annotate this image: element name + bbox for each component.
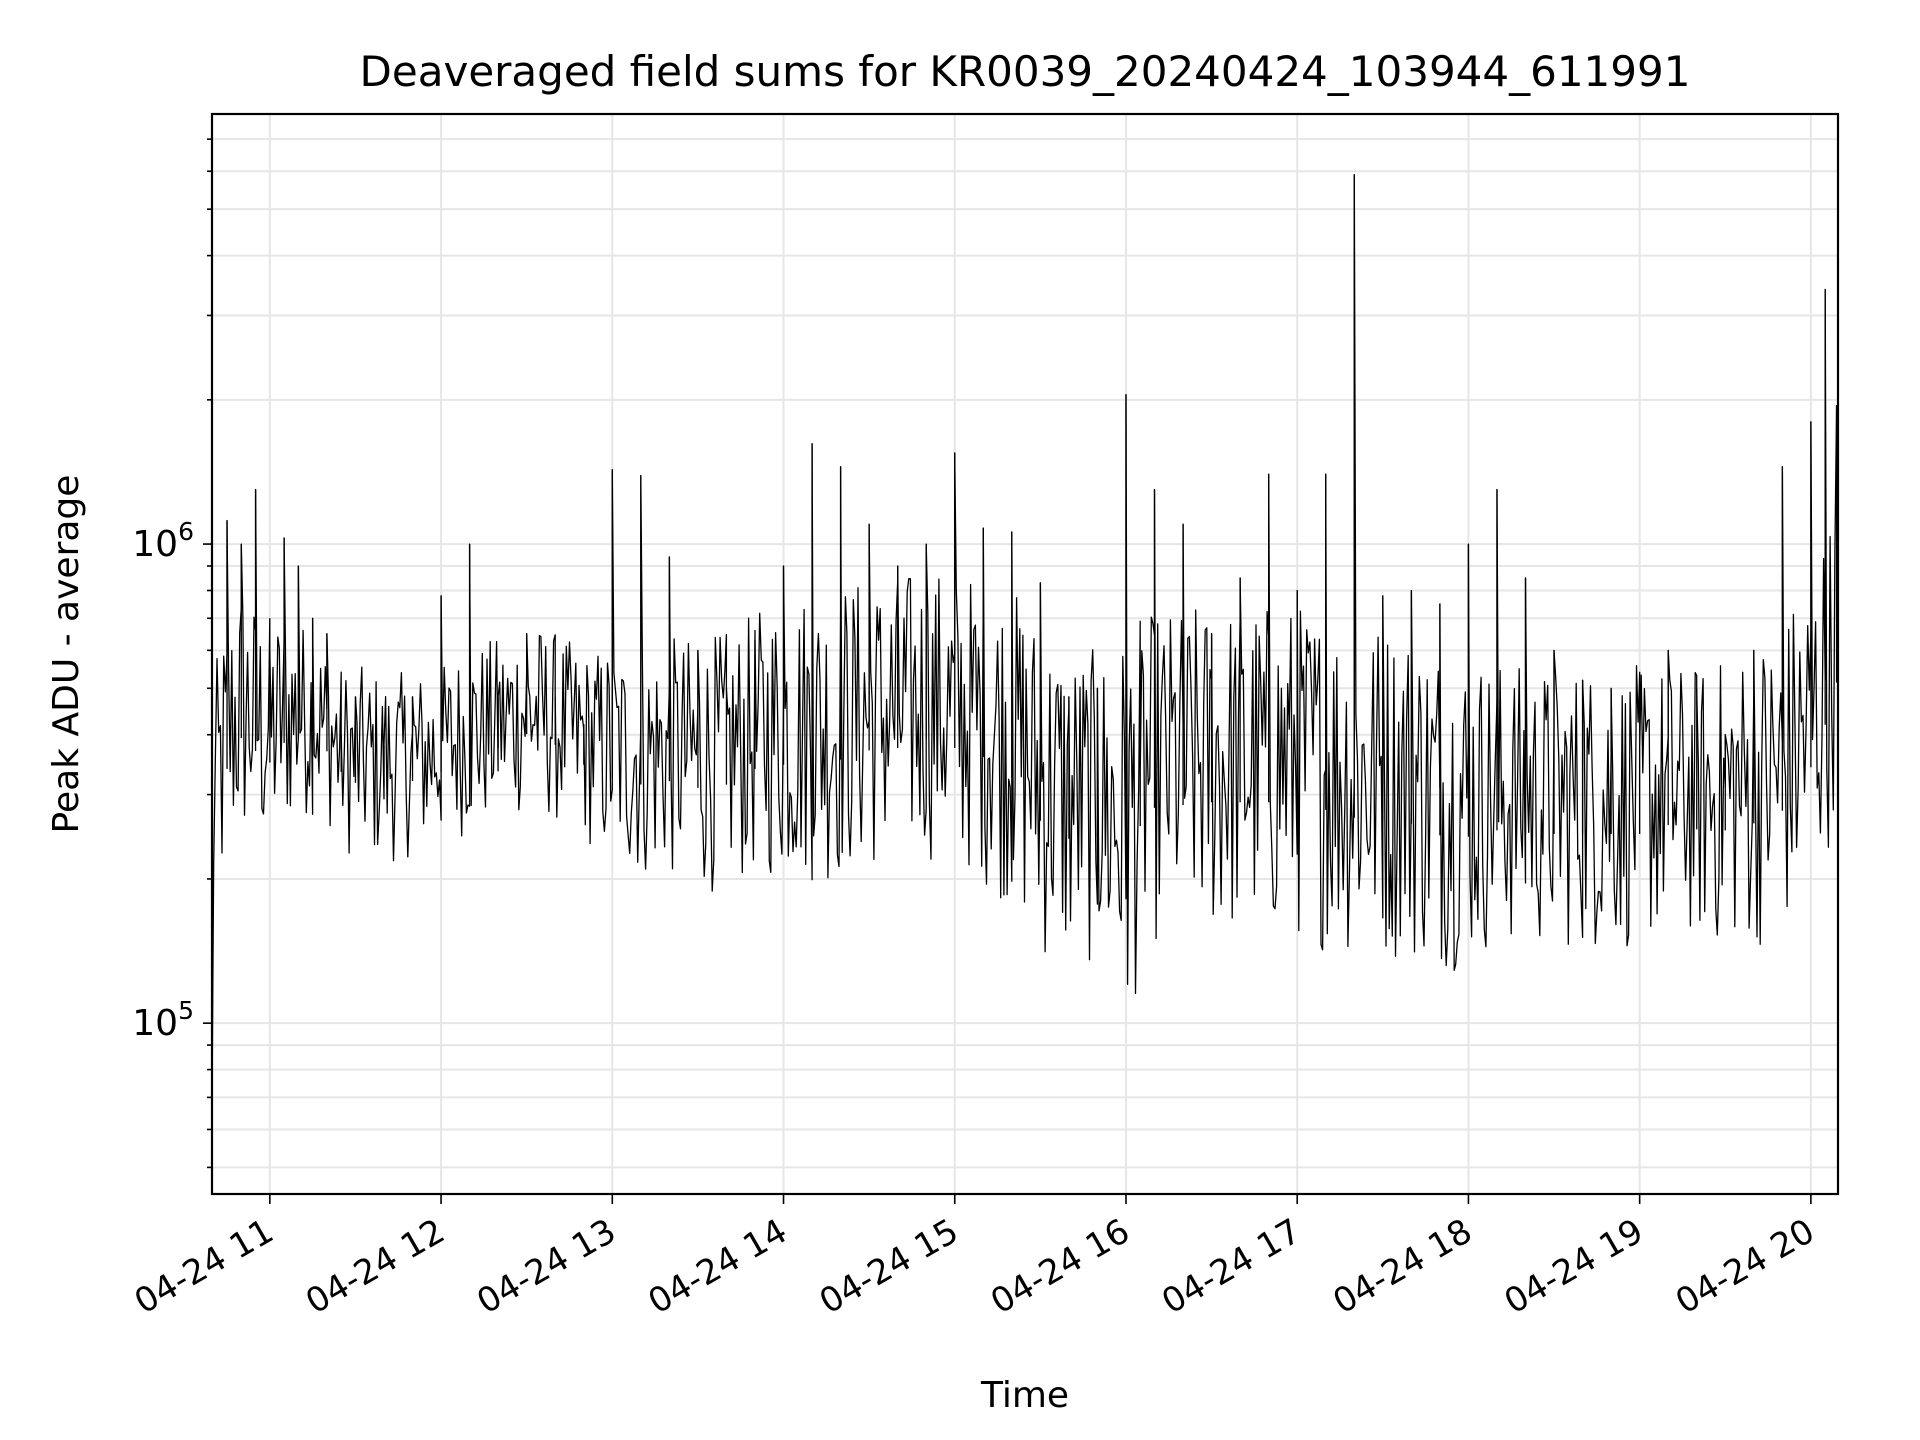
y-tick-label: 106 (132, 517, 194, 565)
y-tick-label: 105 (132, 996, 194, 1044)
x-tick-label: 04-24 11 (128, 1211, 280, 1322)
series-layer (211, 174, 1838, 1105)
x-tick-label: 04-24 16 (984, 1211, 1136, 1322)
x-tick-label: 04-24 15 (813, 1211, 965, 1322)
x-tick-label: 04-24 19 (1498, 1211, 1650, 1322)
x-tick-label: 04-24 13 (470, 1211, 622, 1322)
grid (212, 114, 1838, 1194)
x-tick-label: 04-24 14 (642, 1211, 794, 1322)
series-line (211, 174, 1838, 1105)
x-axis-label: Time (980, 1375, 1069, 1416)
y-axis-ticks: 105 106 (132, 138, 212, 1169)
x-axis-ticks: 04-24 11 04-24 12 04-24 13 04-24 14 04-24 15… (128, 1194, 1821, 1322)
x-tick-label: 04-24 17 (1155, 1211, 1307, 1322)
x-tick-label: 04-24 18 (1327, 1211, 1479, 1322)
plot-area-frame (210, 112, 1840, 1196)
x-tick-label: 04-24 12 (299, 1211, 451, 1322)
x-tick-label: 04-24 20 (1669, 1211, 1821, 1322)
chart-title: Deaveraged field sums for KR0039_2024042… (360, 47, 1691, 96)
y-axis-label: Peak ADU - average (46, 475, 87, 834)
